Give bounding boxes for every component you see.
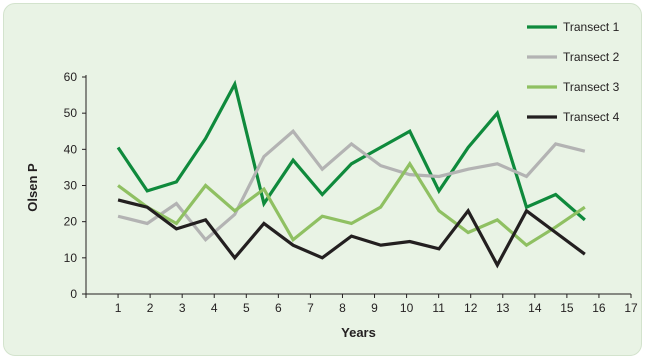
- x-tick-label: 4: [211, 301, 218, 315]
- x-axis-title: Years: [341, 325, 376, 340]
- x-tick-label: 3: [179, 301, 186, 315]
- x-tick-label: 13: [496, 301, 510, 315]
- legend-label: Transect 2: [563, 50, 620, 64]
- x-tick-label: 2: [147, 301, 154, 315]
- legend: Transect 1 Transect 2 Transect 3 Transect 4: [527, 20, 620, 124]
- x-tick-label: 16: [592, 301, 606, 315]
- y-tick-label: 0: [70, 287, 77, 301]
- x-tick-label: 6: [275, 301, 282, 315]
- x-tick-label: 1: [115, 301, 122, 315]
- x-tick-label: 12: [464, 301, 478, 315]
- y-tick-label: 50: [64, 106, 78, 120]
- x-tick-label: 7: [307, 301, 314, 315]
- x-tick-label: 15: [560, 301, 574, 315]
- y-tick-label: 20: [64, 215, 78, 229]
- y-axis-title: Olsen P: [25, 163, 40, 212]
- x-tick-label: 11: [432, 301, 445, 315]
- y-tick-label: 10: [64, 251, 78, 265]
- series-line-transect-4: [117, 198, 586, 269]
- x-tick-label: 14: [528, 301, 542, 315]
- y-tick-label: 60: [64, 70, 78, 84]
- legend-label: Transect 1: [563, 20, 620, 34]
- series-line-transect-1: [116, 79, 586, 222]
- x-tick-label: 5: [243, 301, 250, 315]
- legend-label: Transect 4: [563, 110, 620, 124]
- x-tick-label: 17: [624, 301, 638, 315]
- y-tick-label: 30: [64, 179, 78, 193]
- chart-panel: [3, 3, 642, 356]
- legend-label: Transect 3: [563, 80, 620, 94]
- x-tick-label: 9: [371, 301, 378, 315]
- y-tick-label: 40: [64, 142, 78, 156]
- series-lines: [116, 79, 586, 269]
- x-tick-label: 8: [339, 301, 346, 315]
- x-tick-label: 10: [400, 301, 414, 315]
- series-line-transect-3: [117, 160, 586, 248]
- series-line-transect-2: [117, 128, 586, 243]
